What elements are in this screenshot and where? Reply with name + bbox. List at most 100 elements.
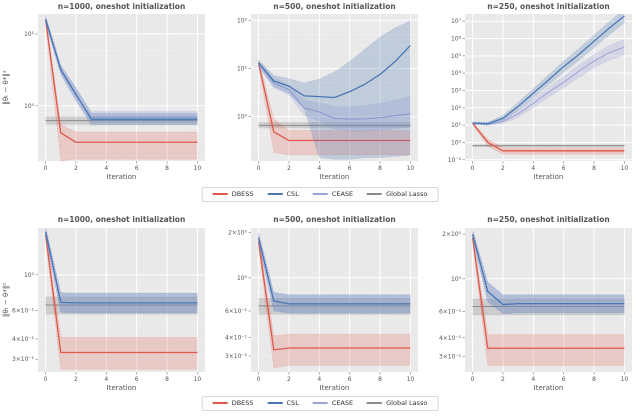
subplot-svg-0: 10¹ 10⁰ 0 2 4 6 8 10 n=1000, oneshot initializat… <box>2 2 205 181</box>
series-band-edge-csl <box>472 238 625 315</box>
x-tick-label: 0 <box>44 165 48 172</box>
x-tick-label: 8 <box>592 165 596 172</box>
legend-line-swatch <box>367 193 383 196</box>
y-axis-label: ‖θₜ − θ*‖² <box>2 70 10 104</box>
subplot-svg-4: 2×10⁰ 10⁰ 6×10⁻¹ 4×10⁻¹ 3×10⁻¹ 0 2 4 6 8 10 n=500, … <box>225 215 419 392</box>
series-band-edge-dbess <box>258 59 411 131</box>
x-axis-label: Iteration <box>533 384 563 392</box>
y-tick-label: 10⁰ <box>451 276 462 283</box>
x-tick-label: 10 <box>620 376 628 383</box>
y-tick-label: 3×10⁻¹ <box>439 353 462 360</box>
series-band-edge-csl <box>45 228 198 294</box>
legend-label: DBESS <box>231 399 254 407</box>
gridlines <box>38 228 205 372</box>
legend-label: Global Lasso <box>386 190 428 198</box>
series-line-dbess <box>258 62 411 142</box>
subplot-title: n=1000, oneshot initialization <box>58 2 186 11</box>
series-band-csl <box>472 14 625 126</box>
plot-background <box>251 14 419 161</box>
legend-item-global-lasso: Global Lasso <box>367 191 427 198</box>
x-tick-label: 4 <box>531 376 535 383</box>
x-tick-label: 10 <box>620 165 628 172</box>
series-band-cease <box>258 232 411 314</box>
subplot-4: 2×10⁰ 10⁰ 6×10⁻¹ 4×10⁻¹ 3×10⁻¹ 0 2 4 6 8 10 n=500, … <box>213 209 426 418</box>
subplot-2: 10⁷ 10⁶ 10⁵ 10⁴ 10³ 10² 10¹ 10⁰ 10⁻¹ 0 2 4 6 8 10 n=250… <box>427 0 640 209</box>
x-tick-label: 2 <box>501 376 505 383</box>
x-tick-label: 2 <box>74 165 78 172</box>
x-tick-label: 10 <box>194 376 202 383</box>
series-band-edge-csl <box>258 20 411 84</box>
legend: DBESS CSL CEASE Global Lasso <box>201 396 439 411</box>
subplot-svg-3: 10⁰ 6×10⁻¹ 4×10⁻¹ 3×10⁻¹ 0 2 4 6 8 10 n=1000, ones… <box>2 215 205 392</box>
plot-background <box>38 228 205 372</box>
x-tick-label: 10 <box>194 165 202 172</box>
series-line-csl <box>258 45 412 99</box>
series-band-edge-dbess <box>472 124 625 155</box>
series-band-cease <box>45 228 198 314</box>
x-axis-label: Iteration <box>107 173 137 181</box>
x-tick-label: 2 <box>74 376 78 383</box>
axis-ticks: 10⁷ 10⁶ 10⁵ 10⁴ 10³ 10² 10¹ 10⁰ 10⁻¹ 0 2 4 6 8 10 <box>447 18 628 172</box>
x-axis-label: Iteration <box>320 384 350 392</box>
series-band-global-lasso <box>45 296 198 315</box>
y-tick-label: 10¹ <box>24 31 35 38</box>
series-band-edge-cease <box>472 54 625 126</box>
x-tick-label: 6 <box>561 376 565 383</box>
series-group <box>44 228 198 370</box>
series-band-edge-cease <box>472 39 625 123</box>
x-tick-label: 0 <box>257 376 261 383</box>
legend-line-swatch <box>312 402 328 405</box>
subplot-title: n=500, oneshot initialization <box>274 215 396 224</box>
series-line-dbess <box>471 122 625 152</box>
legend-item-cease: CEASE <box>312 399 354 407</box>
subplot-title: n=1000, oneshot initialization <box>58 215 186 224</box>
legend-label: DBESS <box>231 190 254 198</box>
series-band-dbess <box>258 59 411 155</box>
series-line-dbess <box>258 241 411 351</box>
subplot-title: n=250, oneshot initialization <box>487 215 609 224</box>
legend-item-cease: CEASE <box>312 190 354 198</box>
series-band-edge-csl <box>45 236 198 314</box>
series-group <box>258 20 412 160</box>
x-tick-label: 2 <box>287 376 291 383</box>
x-tick-label: 6 <box>348 165 352 172</box>
series-band-csl <box>45 228 198 314</box>
series-line-dbess <box>44 234 198 354</box>
subplot-0: 10¹ 10⁰ 0 2 4 6 8 10 n=1000, oneshot initializat… <box>0 0 213 209</box>
y-tick-label: 10⁰ <box>237 275 248 282</box>
series-band-edge-dbess <box>45 23 198 161</box>
y-tick-label: 4×10⁻¹ <box>12 336 35 343</box>
x-tick-label: 0 <box>470 165 474 172</box>
y-tick-label: 6×10⁻¹ <box>439 309 462 316</box>
x-tick-label: 10 <box>407 165 415 172</box>
series-band-edge-cease <box>45 15 198 112</box>
y-tick-label: 10¹ <box>451 122 462 129</box>
y-tick-label: 10² <box>451 105 462 112</box>
legend-line-swatch <box>312 193 328 196</box>
x-tick-label: 6 <box>348 376 352 383</box>
series-band-dbess <box>472 232 625 366</box>
series-band-edge-dbess <box>258 66 411 156</box>
y-tick-label: 6×10⁻¹ <box>12 308 35 315</box>
axis-ticks: 10⁰ 6×10⁻¹ 4×10⁻¹ 3×10⁻¹ 0 2 4 6 8 10 <box>12 272 201 383</box>
legend-item-dbess: DBESS <box>212 399 254 407</box>
series-line-csl <box>472 15 625 125</box>
series-band-csl <box>258 232 411 314</box>
series-band-edge-csl <box>472 229 625 296</box>
axis-ticks: 2×10⁰ 10⁰ 6×10⁻¹ 4×10⁻¹ 3×10⁻¹ 0 2 4 6 8 10 <box>439 231 628 383</box>
legend-label: CEASE <box>331 190 354 198</box>
y-tick-label: 10⁰ <box>24 272 35 279</box>
legend-line-swatch <box>212 193 228 196</box>
legend-label: CEASE <box>331 399 354 407</box>
y-tick-label: 10⁵ <box>451 53 462 60</box>
series-band-dbess <box>258 236 411 368</box>
series-band-dbess <box>45 15 198 161</box>
series-band-edge-csl <box>258 232 411 296</box>
axis-ticks: 10² 10¹ 10⁰ 0 2 4 6 8 10 <box>237 17 414 172</box>
series-line-csl <box>471 233 625 306</box>
y-tick-label: 10⁶ <box>451 36 462 43</box>
x-tick-label: 4 <box>104 376 108 383</box>
legend-line-swatch <box>212 402 228 405</box>
series-group <box>44 15 198 161</box>
series-line-csl <box>44 19 198 120</box>
